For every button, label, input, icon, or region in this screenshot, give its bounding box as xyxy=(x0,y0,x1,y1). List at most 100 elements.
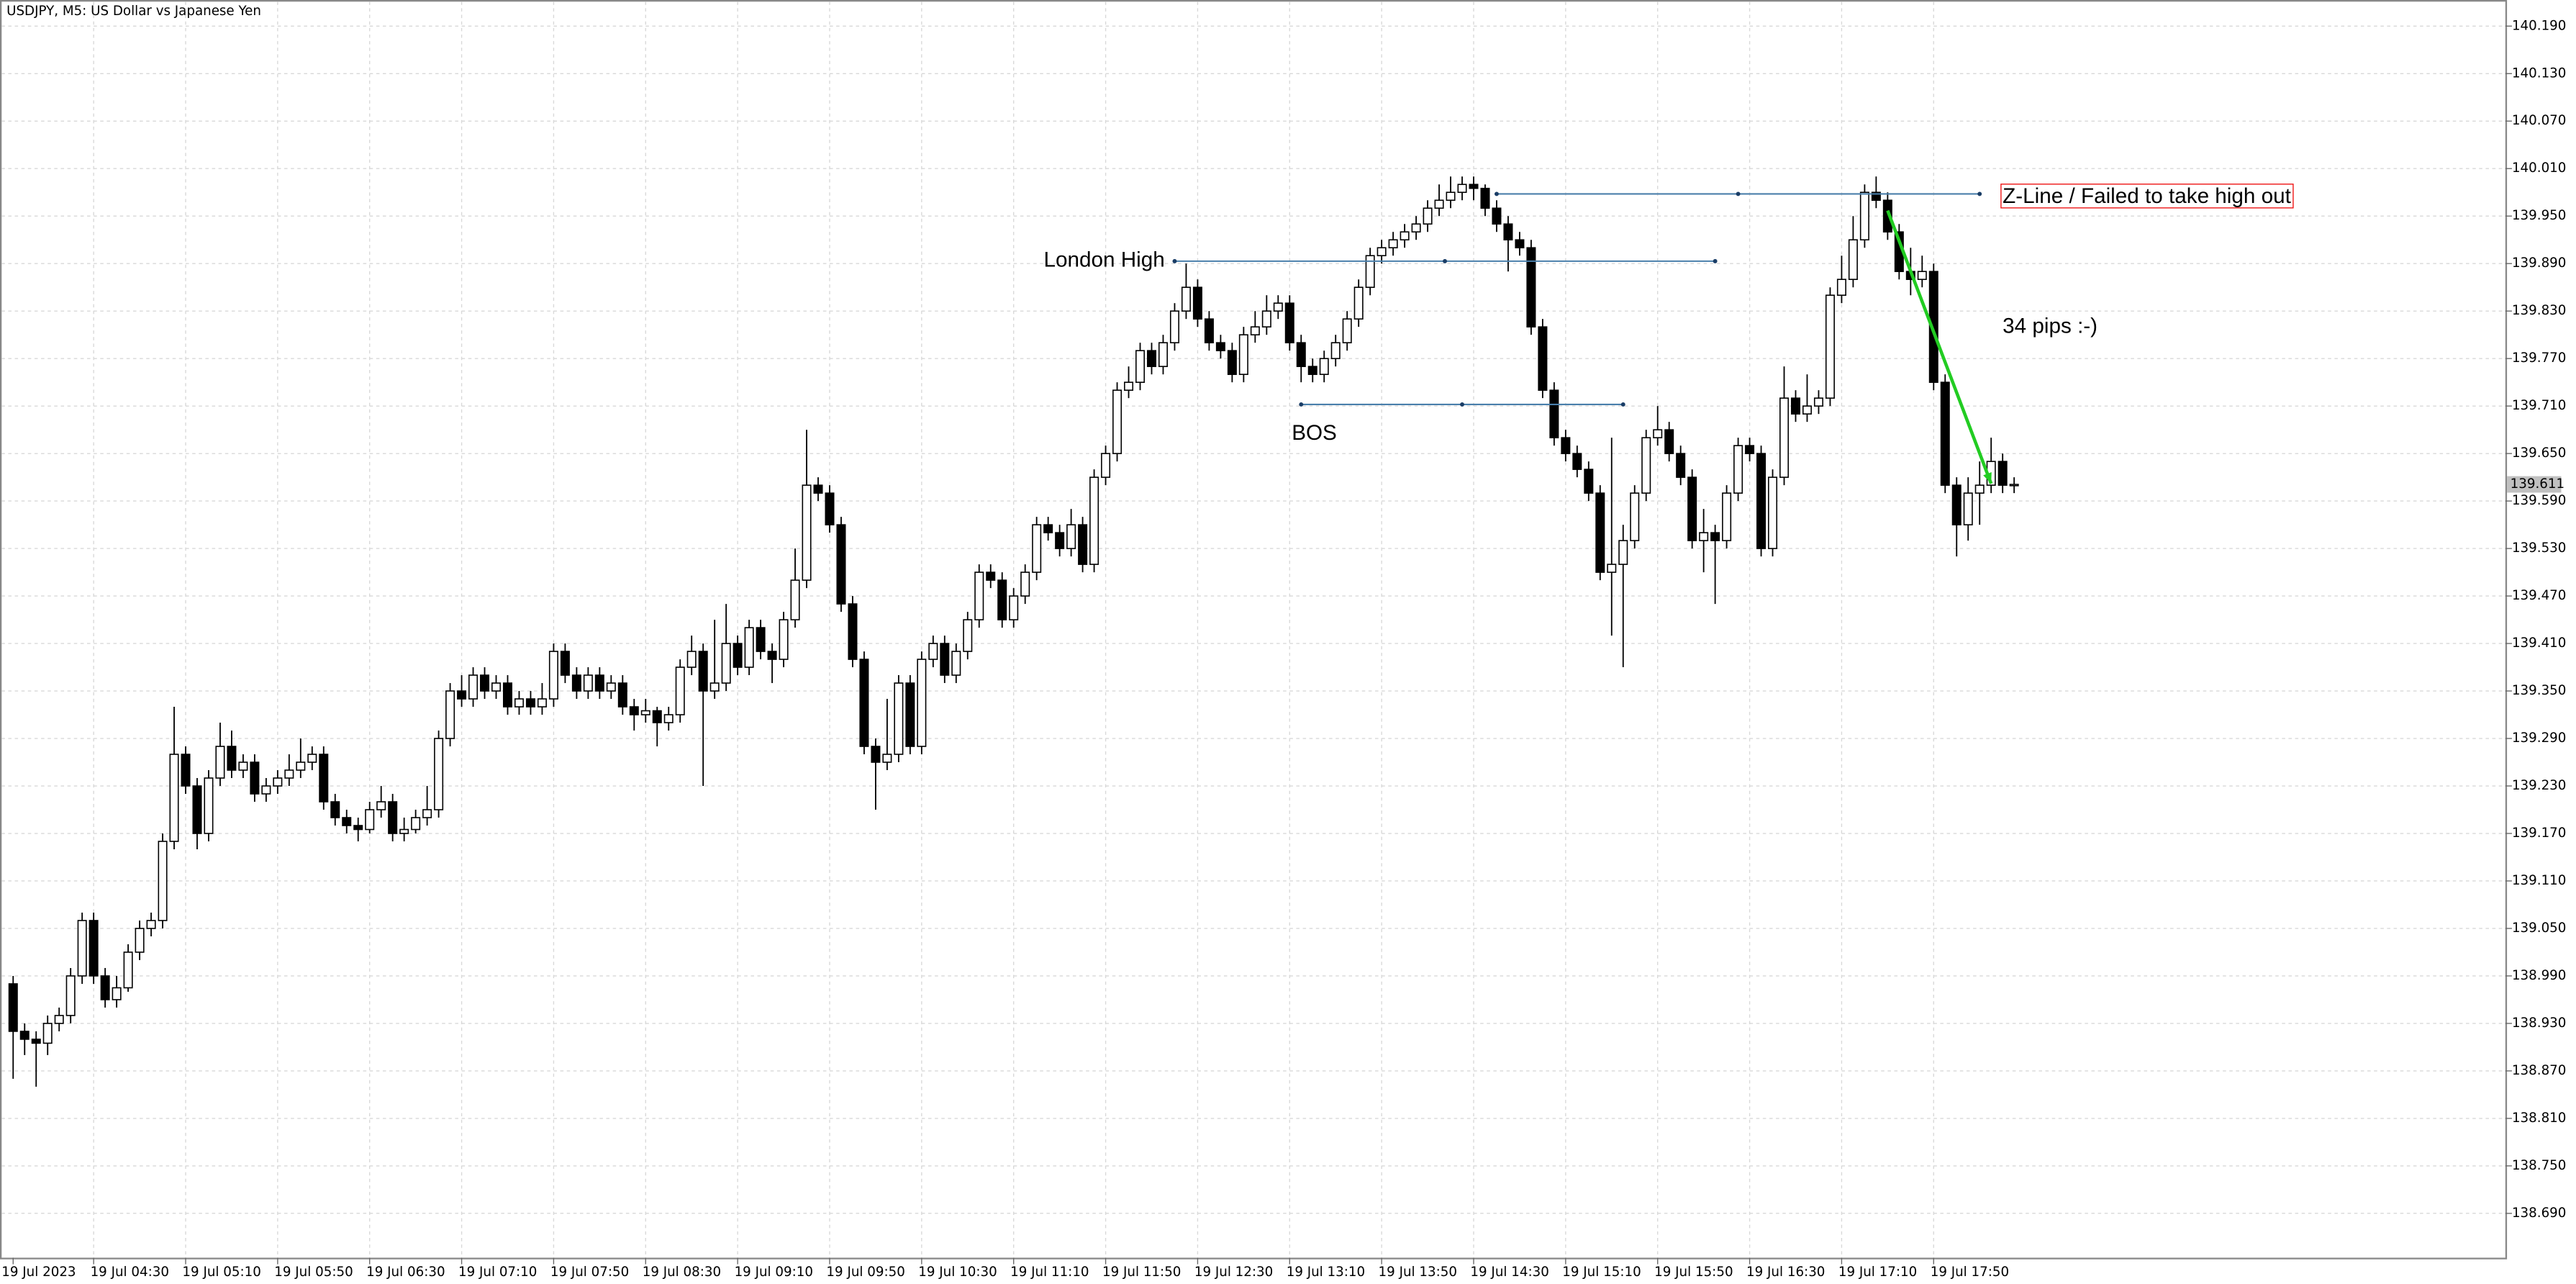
candle-body xyxy=(1549,389,1559,438)
candle-body xyxy=(376,801,386,810)
x-tick-label: 19 Jul 08:30 xyxy=(643,1265,721,1280)
annotation-box xyxy=(2000,184,2294,209)
candle-body xyxy=(422,809,432,818)
candle-body xyxy=(1250,326,1260,335)
candle-body xyxy=(1664,429,1674,454)
candle-body xyxy=(8,983,18,1032)
candle-body xyxy=(698,651,708,692)
candle-body xyxy=(1112,389,1123,454)
candle-body xyxy=(1158,342,1168,367)
candle-body xyxy=(514,698,524,707)
candle-body xyxy=(583,674,593,692)
candle-body xyxy=(1779,397,1790,478)
x-tick-label: 19 Jul 07:10 xyxy=(458,1265,537,1280)
y-tick-label: 139.710 xyxy=(2512,398,2566,413)
candle-body xyxy=(1330,342,1341,359)
current-price-label: 139.611 xyxy=(2511,476,2564,492)
current-price-tag xyxy=(2507,476,2562,493)
candle-body xyxy=(261,785,271,795)
candle-body xyxy=(779,619,789,660)
x-tick-label: 19 Jul 07:50 xyxy=(550,1265,629,1280)
annotation-label: Z-Line / Failed to take high out xyxy=(2003,184,2291,208)
annotation-anchor xyxy=(1443,258,1448,263)
candle-body xyxy=(273,777,283,787)
candle-body xyxy=(1446,191,1456,202)
annotation-anchor xyxy=(1460,402,1464,407)
annotation-anchor xyxy=(1299,402,1304,407)
candle-body xyxy=(571,674,581,692)
annotation-label: London High xyxy=(1044,248,1165,272)
candle-body xyxy=(917,659,927,747)
candle-body xyxy=(1353,286,1364,320)
candle-body xyxy=(733,643,743,668)
y-tick-label: 139.950 xyxy=(2512,208,2566,223)
candle-body xyxy=(1836,279,1846,296)
candle-body xyxy=(1687,476,1697,541)
candle-body xyxy=(1273,302,1283,312)
candle-body xyxy=(560,651,570,676)
candle-body xyxy=(1135,350,1146,383)
candle-body xyxy=(1745,445,1755,454)
candle-body xyxy=(1790,397,1801,415)
candle-body xyxy=(1653,429,1663,438)
candle-body xyxy=(399,828,409,834)
annotation-anchor xyxy=(1977,191,1982,196)
x-tick-label: 19 Jul 15:50 xyxy=(1654,1265,1733,1280)
candle-body xyxy=(31,1039,41,1044)
candle-body xyxy=(1319,358,1329,375)
candle-body xyxy=(1756,453,1767,549)
candle-body xyxy=(675,666,685,715)
candle-body xyxy=(1307,366,1318,375)
x-tick-label: 19 Jul 17:10 xyxy=(1838,1265,1917,1280)
candle-body xyxy=(905,682,915,747)
annotation-anchor xyxy=(1494,191,1499,196)
candle-body xyxy=(1457,184,1467,194)
candle-body xyxy=(1974,484,1985,494)
plot-frame xyxy=(0,0,2508,1260)
candle-body xyxy=(1813,397,1823,407)
candle-body xyxy=(894,682,904,755)
candle-body xyxy=(1710,532,1720,541)
candle-body xyxy=(1699,532,1709,541)
candle-body xyxy=(825,492,835,525)
y-tick-label: 138.870 xyxy=(2512,1063,2566,1078)
x-tick-label: 19 Jul 15:10 xyxy=(1562,1265,1641,1280)
candle-body xyxy=(491,682,502,692)
candle-body xyxy=(502,682,513,707)
annotation-anchor xyxy=(1736,191,1741,196)
y-tick-label: 138.810 xyxy=(2512,1111,2566,1126)
candle-body xyxy=(1423,207,1433,225)
candle-body xyxy=(89,920,99,977)
candle-body xyxy=(1101,453,1111,478)
candle-body xyxy=(813,484,823,494)
candle-body xyxy=(445,690,455,739)
candle-body xyxy=(1572,453,1582,470)
candle-body xyxy=(1146,350,1157,367)
candle-body xyxy=(1595,492,1605,573)
candle-body xyxy=(1997,461,2008,486)
x-tick-label: 19 Jul 13:10 xyxy=(1287,1265,1365,1280)
y-tick-label: 140.010 xyxy=(2512,160,2566,176)
candle-body xyxy=(928,643,938,660)
y-tick-label: 139.350 xyxy=(2512,683,2566,698)
candle-body xyxy=(1032,524,1042,573)
candle-body xyxy=(606,682,616,692)
candle-body xyxy=(1480,187,1490,209)
candle-body xyxy=(963,619,973,652)
y-tick-label: 138.990 xyxy=(2512,968,2566,983)
candle-body xyxy=(1434,199,1444,209)
candle-body xyxy=(1722,492,1732,541)
candle-body xyxy=(1492,207,1502,225)
candle-body xyxy=(1284,302,1294,343)
candle-body xyxy=(756,627,766,652)
x-tick-label: 19 Jul 11:50 xyxy=(1102,1265,1181,1280)
candle-body xyxy=(319,754,329,802)
candle-body xyxy=(1365,255,1375,288)
y-tick-label: 140.190 xyxy=(2512,18,2566,33)
candle-body xyxy=(951,651,961,676)
x-tick-label: 19 Jul 09:10 xyxy=(735,1265,813,1280)
candle-body xyxy=(1768,476,1778,549)
candle-body xyxy=(1055,532,1065,549)
candle-body xyxy=(767,651,777,660)
candle-body xyxy=(997,579,1007,620)
